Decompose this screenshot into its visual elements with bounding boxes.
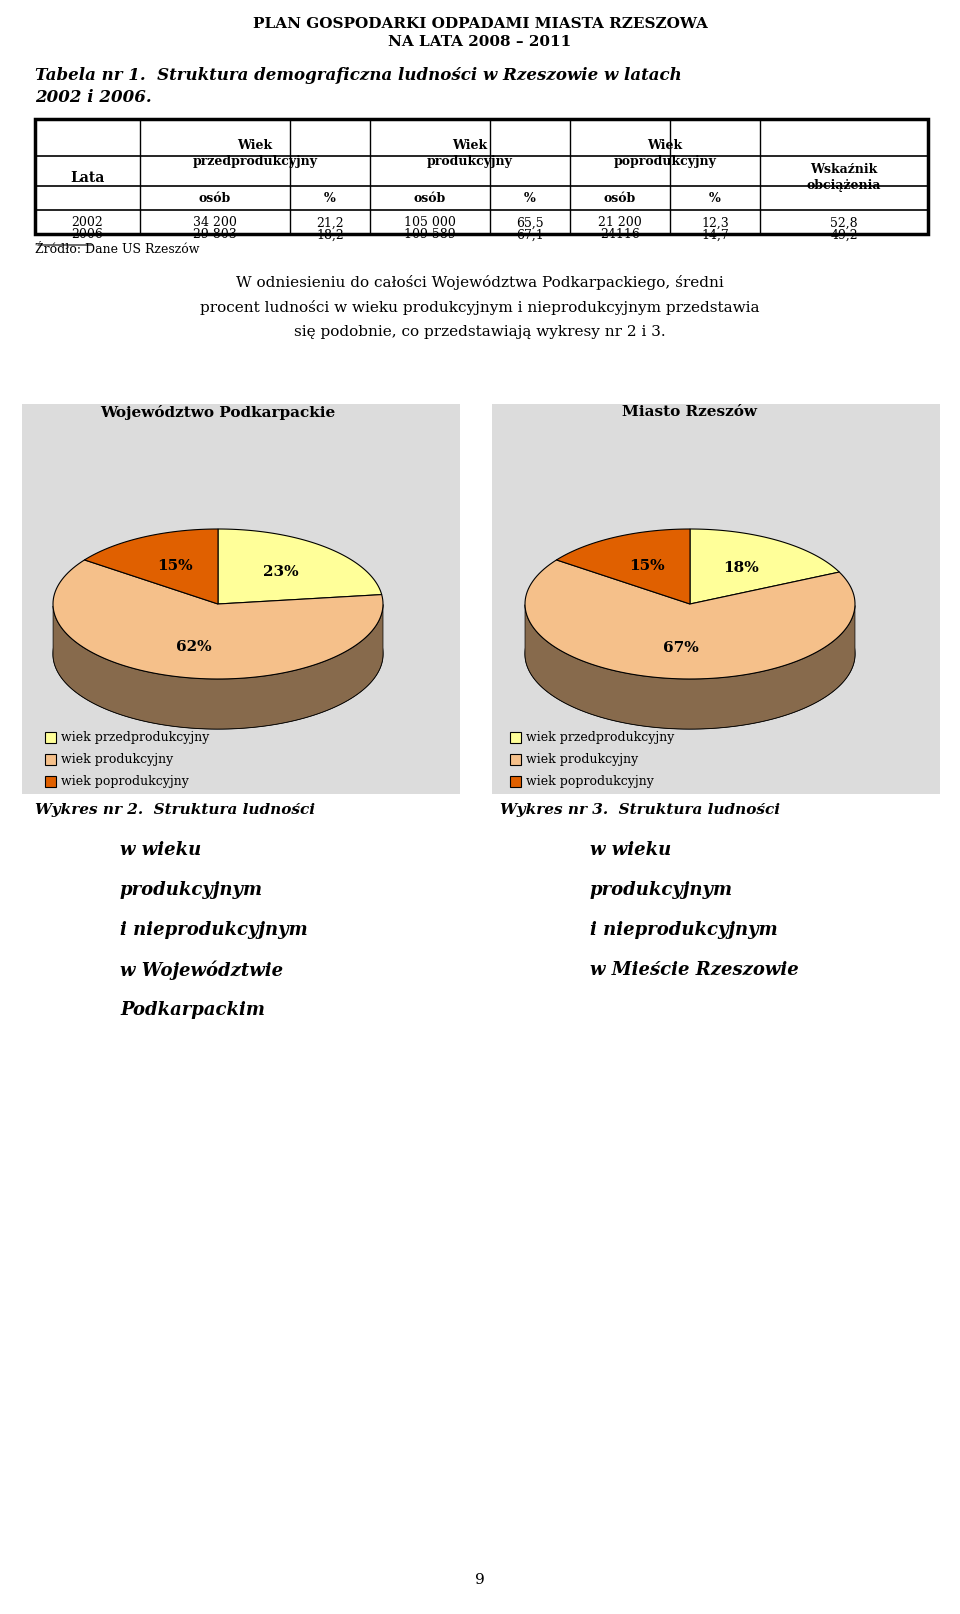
Text: osób: osób bbox=[414, 192, 446, 205]
Text: 62%: 62% bbox=[177, 639, 212, 654]
Polygon shape bbox=[218, 529, 382, 605]
Text: 109 589: 109 589 bbox=[404, 228, 456, 242]
FancyBboxPatch shape bbox=[492, 405, 940, 794]
Bar bbox=[510, 733, 521, 744]
Text: Wykres nr 2.  Struktura ludności: Wykres nr 2. Struktura ludności bbox=[35, 802, 315, 817]
Bar bbox=[45, 776, 56, 788]
Text: wiek produkcyjny: wiek produkcyjny bbox=[61, 754, 173, 767]
Text: Lata: Lata bbox=[70, 171, 105, 184]
Text: 105 000: 105 000 bbox=[404, 216, 456, 229]
Text: 34 200: 34 200 bbox=[193, 216, 237, 229]
Text: 9: 9 bbox=[475, 1572, 485, 1587]
Polygon shape bbox=[557, 529, 690, 605]
Text: Województwo Podkarpackie: Województwo Podkarpackie bbox=[101, 405, 336, 420]
Polygon shape bbox=[525, 605, 855, 730]
Text: 15%: 15% bbox=[156, 558, 192, 573]
Text: 23%: 23% bbox=[263, 565, 300, 579]
Text: NA LATA 2008 – 2011: NA LATA 2008 – 2011 bbox=[389, 36, 571, 48]
Text: 21,2: 21,2 bbox=[316, 216, 344, 229]
Text: 67,1: 67,1 bbox=[516, 228, 544, 242]
Text: wiek przedprodukcyjny: wiek przedprodukcyjny bbox=[526, 731, 674, 744]
Text: 29 803: 29 803 bbox=[193, 228, 237, 242]
Text: W odniesieniu do całości Województwa Podkarpackiego, średni: W odniesieniu do całości Województwa Pod… bbox=[236, 274, 724, 291]
Text: 18,2: 18,2 bbox=[316, 228, 344, 242]
Text: %: % bbox=[324, 192, 336, 205]
Text: osób: osób bbox=[604, 192, 636, 205]
Text: %: % bbox=[524, 192, 536, 205]
Text: Tabela nr 1.  Struktura demograficzna ludności w Rzeszowie w latach: Tabela nr 1. Struktura demograficzna lud… bbox=[35, 66, 682, 84]
Text: produkcyjnym: produkcyjnym bbox=[120, 881, 263, 899]
Text: 67%: 67% bbox=[663, 641, 699, 655]
Text: wiek poprodukcyjny: wiek poprodukcyjny bbox=[61, 775, 189, 788]
Text: 52,8: 52,8 bbox=[830, 216, 858, 229]
Text: 2002: 2002 bbox=[72, 216, 104, 229]
Text: się podobnie, co przedstawiają wykresy nr 2 i 3.: się podobnie, co przedstawiają wykresy n… bbox=[294, 324, 666, 339]
Text: %: % bbox=[709, 192, 721, 205]
Text: i nieprodukcyjnym: i nieprodukcyjnym bbox=[590, 920, 778, 938]
Bar bbox=[35, 119, 928, 236]
Polygon shape bbox=[690, 529, 839, 605]
Text: PLAN GOSPODARKI ODPADAMI MIASTA RZESZOWA: PLAN GOSPODARKI ODPADAMI MIASTA RZESZOWA bbox=[252, 18, 708, 31]
Text: procent ludności w wieku produkcyjnym i nieprodukcyjnym przedstawia: procent ludności w wieku produkcyjnym i … bbox=[201, 300, 759, 315]
Text: osób: osób bbox=[199, 192, 231, 205]
Text: 14,7: 14,7 bbox=[701, 228, 729, 242]
Text: 21 200: 21 200 bbox=[598, 216, 642, 229]
Text: Podkarpackim: Podkarpackim bbox=[120, 1001, 265, 1018]
Polygon shape bbox=[525, 560, 855, 679]
Text: w Mieście Rzeszowie: w Mieście Rzeszowie bbox=[590, 960, 799, 978]
Text: i nieprodukcyjnym: i nieprodukcyjnym bbox=[120, 920, 307, 938]
Text: wiek przedprodukcyjny: wiek przedprodukcyjny bbox=[61, 731, 209, 744]
Polygon shape bbox=[84, 529, 218, 605]
Text: 15%: 15% bbox=[629, 558, 664, 573]
Text: Wiek
poprodukcyjny: Wiek poprodukcyjny bbox=[613, 139, 716, 168]
FancyBboxPatch shape bbox=[22, 405, 460, 794]
Text: w wieku: w wieku bbox=[120, 841, 202, 859]
Text: wiek poprodukcyjny: wiek poprodukcyjny bbox=[526, 775, 654, 788]
Bar bbox=[45, 733, 56, 744]
Text: Źródło: Dane US Rzeszów: Źródło: Dane US Rzeszów bbox=[35, 242, 200, 257]
Text: 2006: 2006 bbox=[72, 228, 104, 242]
Polygon shape bbox=[53, 560, 383, 679]
Text: Wskaźnik
obciążenia: Wskaźnik obciążenia bbox=[806, 163, 881, 192]
Text: produkcyjnym: produkcyjnym bbox=[590, 881, 733, 899]
Bar bbox=[510, 754, 521, 765]
Text: 24116: 24116 bbox=[600, 228, 640, 242]
Text: Wiek
przedprodukcyjny: Wiek przedprodukcyjny bbox=[193, 139, 318, 168]
Text: 49,2: 49,2 bbox=[830, 228, 858, 242]
Polygon shape bbox=[525, 579, 855, 730]
Polygon shape bbox=[53, 605, 383, 730]
Text: 65,5: 65,5 bbox=[516, 216, 543, 229]
Text: 12,3: 12,3 bbox=[701, 216, 729, 229]
Polygon shape bbox=[53, 579, 383, 730]
Text: Wykres nr 3.  Struktura ludności: Wykres nr 3. Struktura ludności bbox=[500, 802, 780, 817]
Text: 2002 i 2006.: 2002 i 2006. bbox=[35, 89, 152, 107]
Text: w wieku: w wieku bbox=[590, 841, 671, 859]
Text: Miasto Rzeszów: Miasto Rzeszów bbox=[622, 405, 757, 418]
Bar bbox=[510, 776, 521, 788]
Text: w Województwie: w Województwie bbox=[120, 960, 283, 980]
Text: wiek produkcyjny: wiek produkcyjny bbox=[526, 754, 638, 767]
Text: Wiek
produkcyjny: Wiek produkcyjny bbox=[427, 139, 513, 168]
Bar bbox=[45, 754, 56, 765]
Text: 18%: 18% bbox=[724, 562, 759, 575]
